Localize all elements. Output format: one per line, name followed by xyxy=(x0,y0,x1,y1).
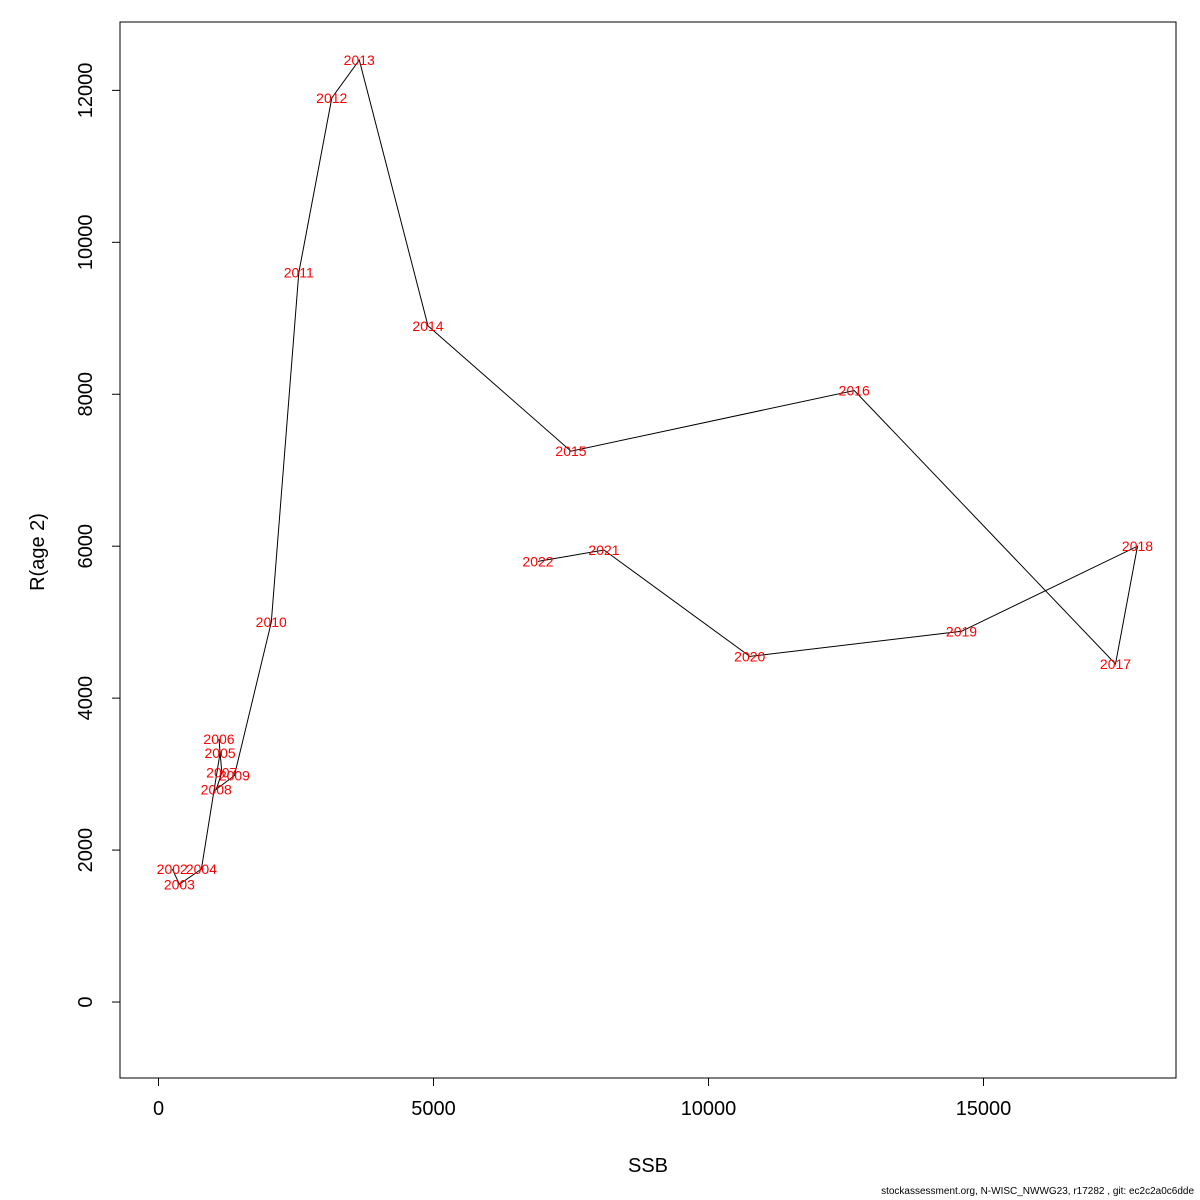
year-label-2008: 2008 xyxy=(201,781,232,797)
y-tick-label: 4000 xyxy=(75,676,97,721)
year-label-2007: 2007 xyxy=(206,765,237,781)
year-label-2010: 2010 xyxy=(256,614,287,630)
year-label-2004: 2004 xyxy=(186,861,217,877)
year-label-2003: 2003 xyxy=(164,876,195,892)
x-axis-title: SSB xyxy=(628,1155,668,1177)
year-label-2017: 2017 xyxy=(1100,656,1131,672)
year-label-2021: 2021 xyxy=(588,542,619,558)
year-label-2006: 2006 xyxy=(203,731,234,747)
year-label-2019: 2019 xyxy=(946,623,977,639)
year-label-2014: 2014 xyxy=(412,318,443,334)
year-label-2020: 2020 xyxy=(734,648,765,664)
year-label-2015: 2015 xyxy=(555,443,586,459)
x-tick-label: 15000 xyxy=(956,1098,1012,1120)
y-tick-label: 8000 xyxy=(75,372,97,417)
year-label-2002: 2002 xyxy=(157,861,188,877)
year-label-2009: 2009 xyxy=(219,768,250,784)
x-tick-label: 5000 xyxy=(411,1098,456,1120)
y-axis-title: R(age 2) xyxy=(27,513,49,591)
recruitment-series-line xyxy=(171,58,1139,886)
y-tick-label: 6000 xyxy=(75,524,97,569)
year-label-2011: 2011 xyxy=(284,265,314,281)
y-axis: 0 2000 4000 6000 8000 10000 12000 xyxy=(75,63,121,1008)
y-tick-label: 12000 xyxy=(75,63,97,119)
x-axis: 0 5000 10000 15000 xyxy=(153,1077,1012,1120)
y-tick-label: 10000 xyxy=(75,215,97,271)
y-tick-label: 0 xyxy=(75,996,97,1007)
year-label-2018: 2018 xyxy=(1122,538,1153,554)
year-label-2012: 2012 xyxy=(316,90,347,106)
year-label-2005: 2005 xyxy=(205,745,236,761)
y-tick-label: 2000 xyxy=(75,828,97,873)
year-label-2013: 2013 xyxy=(344,52,375,68)
footer-note: stockassessment.org, N-WISC_NWWG23, r172… xyxy=(881,1186,1194,1197)
year-label-2022: 2022 xyxy=(522,553,553,569)
x-tick-label: 0 xyxy=(153,1098,164,1120)
x-tick-label: 10000 xyxy=(681,1098,737,1120)
year-label-2016: 2016 xyxy=(839,382,870,398)
